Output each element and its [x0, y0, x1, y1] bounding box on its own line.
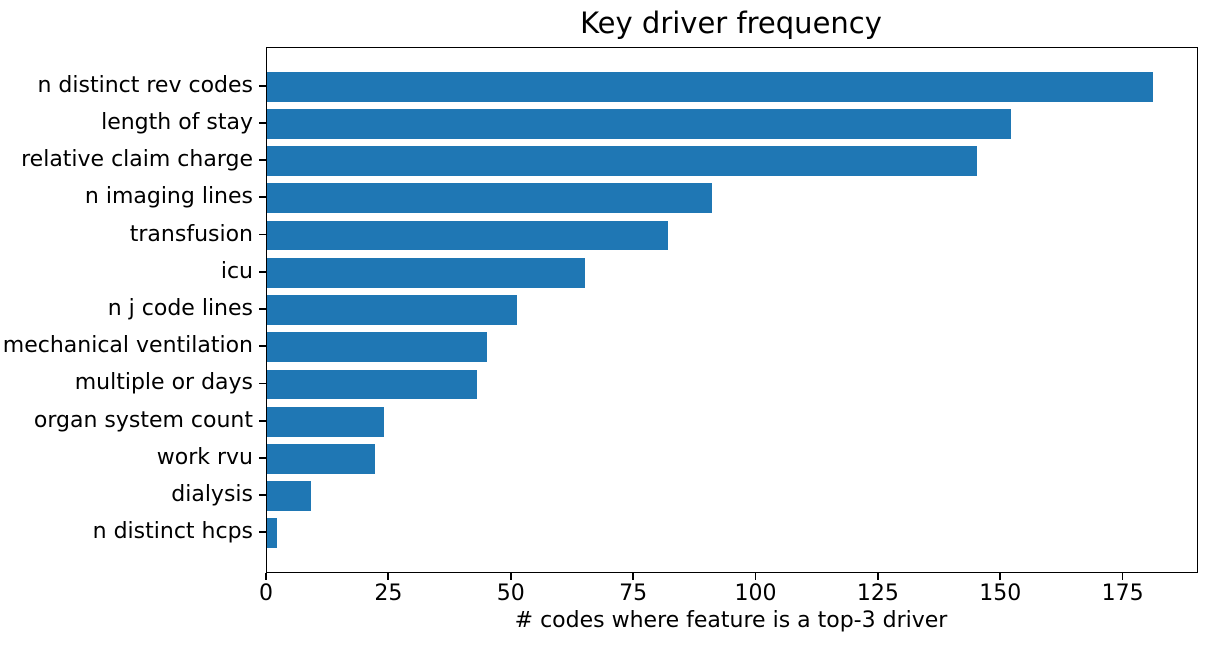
y-tick-mark: [259, 494, 266, 496]
y-tick-mark: [259, 531, 266, 534]
y-tick-label: mechanical ventilation: [2, 333, 253, 359]
y-tick-mark: [259, 345, 266, 348]
chart-title: Key driver frequency: [580, 6, 882, 40]
bar: [267, 369, 478, 400]
y-tick-mark: [259, 456, 266, 459]
y-tick-label: dialysis: [171, 482, 253, 508]
x-tick-label: 100: [734, 581, 777, 606]
y-tick-mark: [259, 196, 266, 199]
x-tick-label: 75: [619, 581, 648, 606]
y-tick-mark: [259, 382, 266, 385]
y-tick-label: n distinct hcps: [92, 519, 253, 545]
y-tick-mark: [259, 233, 266, 236]
x-tick-mark: [1121, 572, 1124, 580]
bar: [267, 443, 375, 474]
x-tick-label: 0: [259, 581, 273, 606]
bar: [267, 71, 1153, 102]
bar: [267, 257, 586, 288]
y-tick-mark: [259, 159, 266, 162]
bar: [267, 406, 385, 437]
x-tick-mark: [632, 572, 634, 580]
y-tick-mark: [259, 84, 266, 87]
x-tick-mark: [387, 572, 390, 580]
y-tick-label: icu: [220, 258, 253, 284]
plot-area: [266, 47, 1198, 573]
x-tick-label: 125: [856, 581, 899, 606]
bar: [267, 220, 669, 251]
x-tick-mark: [265, 572, 267, 580]
bar: [267, 146, 977, 177]
bar: [267, 481, 312, 511]
bar: [267, 295, 517, 325]
y-tick-mark: [259, 419, 266, 422]
bar: [267, 109, 1011, 139]
y-tick-mark: [259, 270, 266, 273]
y-tick-label: transfusion: [129, 221, 253, 247]
x-axis-label: # codes where feature is a top-3 driver: [514, 608, 948, 633]
y-tick-label: n distinct rev codes: [37, 72, 254, 98]
x-tick-mark: [876, 572, 879, 580]
x-tick-mark: [509, 572, 512, 580]
y-tick-label: length of stay: [101, 109, 253, 135]
y-tick-mark: [259, 308, 266, 310]
bar: [267, 518, 277, 549]
bar: [267, 183, 713, 214]
x-tick-label: 150: [979, 581, 1022, 606]
x-tick-label: 175: [1101, 581, 1144, 606]
y-tick-label: n j code lines: [107, 296, 253, 321]
y-tick-mark: [259, 122, 266, 124]
x-tick-label: 25: [374, 581, 403, 606]
y-tick-label: work rvu: [156, 444, 253, 470]
x-tick-mark: [754, 572, 757, 580]
y-tick-label: organ system count: [33, 407, 253, 433]
x-tick-label: 50: [496, 581, 525, 606]
y-tick-label: relative claim charge: [21, 147, 253, 173]
bar: [267, 332, 488, 363]
x-tick-mark: [999, 572, 1002, 580]
y-tick-label: n imaging lines: [84, 184, 253, 210]
y-tick-label: multiple or days: [74, 370, 253, 396]
